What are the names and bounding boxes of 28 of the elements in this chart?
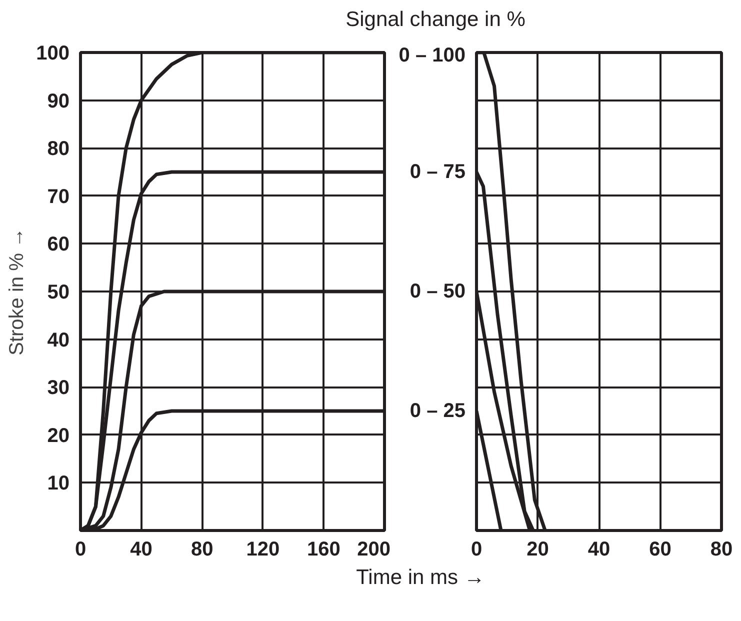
series-label: 0 – 75	[410, 161, 466, 183]
x-tick-label: 20	[526, 538, 549, 560]
y-tick-label: 60	[47, 234, 70, 256]
x-tick-label: 60	[649, 538, 672, 560]
x-tick-label: 80	[710, 538, 733, 560]
y-tick-label: 90	[47, 90, 70, 112]
series-label: 0 – 25	[410, 400, 466, 422]
x-axis-title: Time in ms →	[356, 565, 485, 591]
x-tick-label: 40	[130, 538, 152, 560]
y-tick-label: 50	[47, 282, 70, 304]
y-tick-label: 20	[47, 424, 70, 447]
y-tick-label: 70	[47, 186, 70, 208]
x-tick-label: 200	[357, 538, 391, 560]
y-tick-label: 40	[47, 329, 70, 352]
series-label: 0 – 100	[398, 44, 466, 66]
x-tick-label: 0	[74, 538, 86, 560]
x-tick-label: 40	[588, 538, 610, 560]
x-tick-label: 120	[246, 538, 280, 560]
x-tick-label: 80	[190, 538, 214, 560]
x-tick-label: 0	[470, 538, 482, 560]
y-axis-title: Stroke in % →	[6, 228, 28, 356]
y-tick-label: 80	[47, 138, 70, 160]
x-tick-label: 160	[307, 538, 340, 560]
y-tick-label: 10	[47, 472, 70, 495]
y-tick-label: 100	[36, 42, 70, 64]
y-tick-label: 30	[47, 377, 70, 400]
text: Signal change in %	[346, 7, 526, 33]
series-label: 0 – 50	[410, 280, 466, 302]
